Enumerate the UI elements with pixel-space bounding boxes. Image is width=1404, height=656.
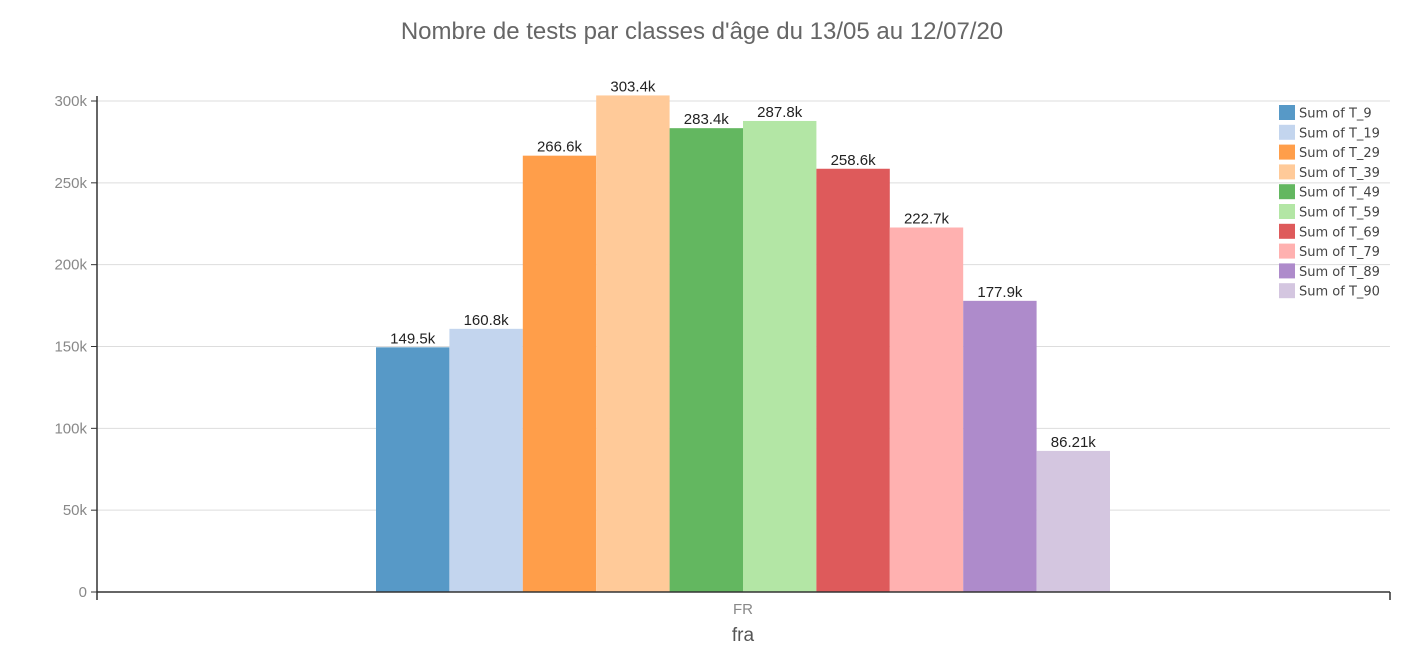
bar[interactable] xyxy=(449,328,523,592)
bar[interactable] xyxy=(376,347,450,592)
legend-swatch[interactable] xyxy=(1279,164,1295,180)
legend-label[interactable]: Sum of T_90 xyxy=(1299,285,1380,300)
data-label: 287.8k xyxy=(757,104,803,121)
data-label: 160.8k xyxy=(464,312,510,329)
legend-label[interactable]: Sum of T_9 xyxy=(1299,107,1372,122)
legend-swatch[interactable] xyxy=(1279,243,1295,259)
legend-swatch[interactable] xyxy=(1279,144,1295,160)
legend-swatch[interactable] xyxy=(1279,204,1295,219)
legend-label[interactable]: Sum of T_79 xyxy=(1299,245,1380,260)
legend-swatch[interactable] xyxy=(1279,263,1295,279)
legend-label[interactable]: Sum of T_59 xyxy=(1299,206,1380,221)
data-label: 222.7k xyxy=(904,211,950,228)
data-label: 177.9k xyxy=(977,284,1023,301)
bar[interactable] xyxy=(522,155,597,592)
y-tick-label: 0 xyxy=(79,584,87,601)
bar[interactable] xyxy=(889,227,964,592)
bars xyxy=(376,95,1110,592)
data-label: 86.21k xyxy=(1051,434,1097,451)
bar[interactable] xyxy=(669,128,743,592)
legend-label[interactable]: Sum of T_69 xyxy=(1299,225,1380,240)
axes: 0 50k 100k 150k 200k 250k 300k FR fra xyxy=(54,93,1391,646)
legend-swatch[interactable] xyxy=(1279,105,1295,120)
bar[interactable] xyxy=(1036,450,1110,592)
x-axis-label: fra xyxy=(732,625,755,646)
bar[interactable] xyxy=(816,168,890,592)
legend-swatch[interactable] xyxy=(1279,223,1295,239)
legend-label[interactable]: Sum of T_89 xyxy=(1299,265,1380,280)
bar[interactable] xyxy=(596,95,670,592)
legend-label[interactable]: Sum of T_49 xyxy=(1299,186,1380,201)
legend-label[interactable]: Sum of T_39 xyxy=(1299,166,1380,181)
y-tick-label: 250k xyxy=(54,175,87,192)
legend-swatch[interactable] xyxy=(1279,184,1295,200)
legend-swatch[interactable] xyxy=(1279,124,1295,140)
y-tick-label: 200k xyxy=(54,257,87,274)
bar[interactable] xyxy=(963,300,1037,592)
data-label: 258.6k xyxy=(831,152,877,169)
y-tick-label: 100k xyxy=(54,420,87,437)
legend: Sum of T_9 Sum of T_19 Sum of T_29 Sum of T… xyxy=(1279,105,1380,300)
chart-title: Nombre de tests par classes d'âge du 13/… xyxy=(400,18,1004,45)
legend-swatch[interactable] xyxy=(1279,283,1295,299)
legend-label[interactable]: Sum of T_19 xyxy=(1299,126,1380,141)
data-labels: 149.5k 160.8k 266.6k 303.4k 283.4k 287.8k 258.… xyxy=(390,78,1096,450)
y-tick-label: 150k xyxy=(54,339,87,356)
y-tick-label: 300k xyxy=(54,93,87,110)
y-tick-label: 50k xyxy=(63,502,88,519)
data-label: 149.5k xyxy=(390,330,436,347)
data-label: 266.6k xyxy=(537,139,583,156)
data-label: 283.4k xyxy=(684,111,730,128)
bar[interactable] xyxy=(743,120,817,592)
legend-label[interactable]: Sum of T_29 xyxy=(1299,146,1380,161)
x-tick-label: FR xyxy=(733,601,753,618)
data-label: 303.4k xyxy=(610,78,656,95)
